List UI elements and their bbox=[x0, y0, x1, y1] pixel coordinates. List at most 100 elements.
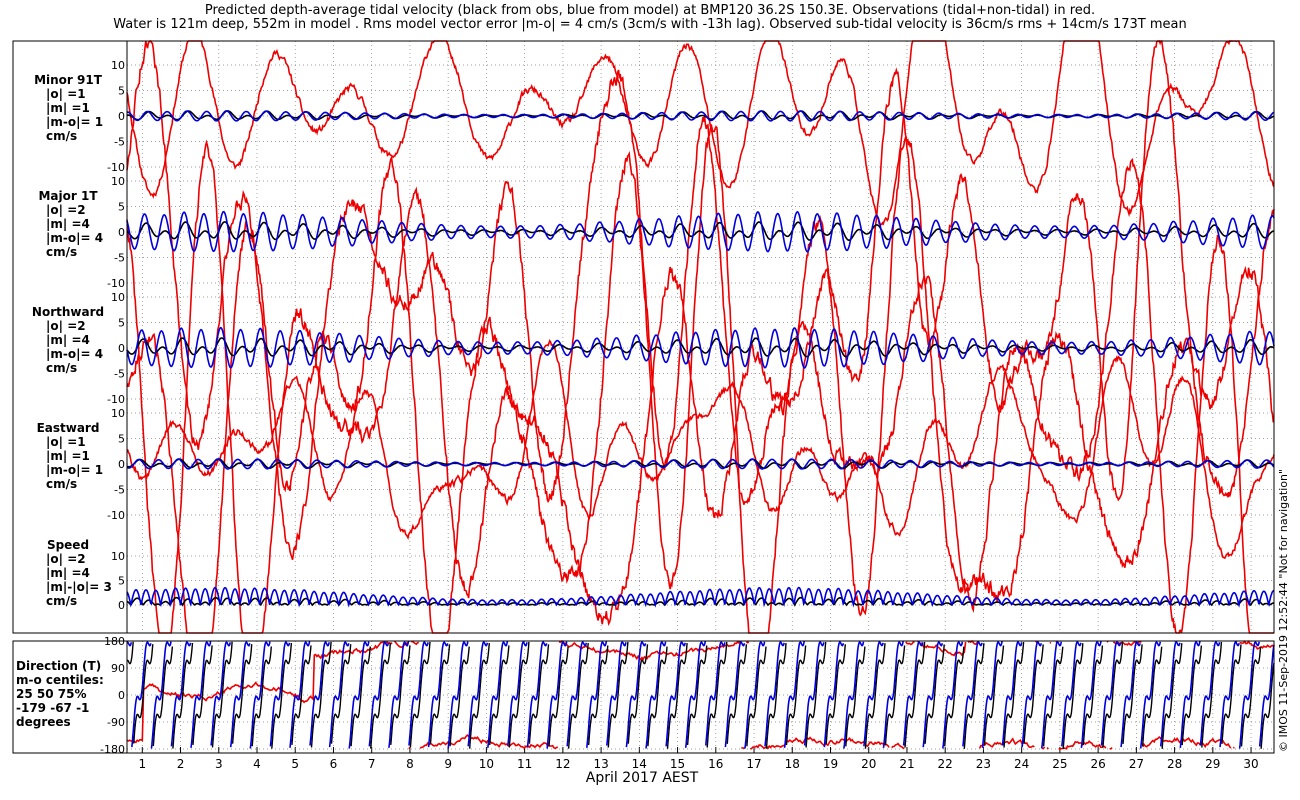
direction-panel-label: -179 -67 -1 bbox=[16, 701, 89, 715]
x-tick-label: 6 bbox=[330, 757, 338, 771]
observations-line-major bbox=[126, 39, 1275, 560]
y-tick-label: -5 bbox=[114, 136, 125, 149]
panel-label-speed: |o| =2 bbox=[46, 552, 86, 566]
y-tick-label: -5 bbox=[114, 368, 125, 381]
panel-label-minor: |m| =1 bbox=[46, 101, 90, 115]
panel-label-eastward: |o| =1 bbox=[46, 435, 86, 449]
x-tick-label: 29 bbox=[1205, 757, 1220, 771]
x-tick-label: 15 bbox=[670, 757, 685, 771]
model-tidal-line-speed bbox=[126, 586, 1274, 608]
y-tick-label: -5 bbox=[114, 252, 125, 265]
x-tick-label: 2 bbox=[177, 757, 185, 771]
y-tick-label: 5 bbox=[118, 201, 125, 214]
chart-title-line-1: Predicted depth-average tidal velocity (… bbox=[204, 3, 1096, 18]
y-tick-label: 10 bbox=[111, 407, 125, 420]
label-layer: 1 2 3 4 5 6 7 8 9 10 11 12 13 14 15 16 17 18 19 20 21 22 23 24 2… bbox=[16, 59, 1259, 771]
direction-y-tick-label: -180 bbox=[100, 743, 125, 756]
x-tick-label: 8 bbox=[406, 757, 414, 771]
x-tick-label: 9 bbox=[444, 757, 452, 771]
y-tick-label: 0 bbox=[118, 342, 125, 355]
panel-label-minor: Minor 91T bbox=[34, 73, 103, 87]
model-tidal-line-northward bbox=[126, 326, 1275, 369]
x-tick-label: 21 bbox=[899, 757, 914, 771]
x-tick-label: 14 bbox=[632, 757, 647, 771]
model-tidal-layer bbox=[126, 110, 1275, 749]
panel-label-minor: |o| =1 bbox=[46, 87, 86, 101]
direction-y-tick-label: 0 bbox=[118, 689, 125, 702]
y-tick-label: 0 bbox=[118, 599, 125, 612]
y-tick-label: 0 bbox=[118, 458, 125, 471]
y-tick-label: 10 bbox=[111, 550, 125, 563]
obs-tidal-direction-line bbox=[126, 641, 1275, 749]
y-tick-label: -5 bbox=[114, 484, 125, 497]
x-tick-label: 27 bbox=[1129, 757, 1144, 771]
x-tick-label: 28 bbox=[1167, 757, 1182, 771]
x-tick-label: 18 bbox=[785, 757, 800, 771]
x-tick-label: 16 bbox=[708, 757, 723, 771]
direction-panel-label: 25 50 75% bbox=[16, 687, 86, 701]
x-tick-label: 7 bbox=[368, 757, 376, 771]
y-tick-label: 5 bbox=[118, 575, 125, 588]
x-tick-label: 1 bbox=[138, 757, 146, 771]
direction-panel-label: m-o centiles: bbox=[16, 673, 104, 687]
model-tidal-line-major bbox=[126, 210, 1275, 253]
x-tick-label: 20 bbox=[861, 757, 876, 771]
direction-label-box bbox=[12, 640, 128, 754]
y-tick-label: -10 bbox=[107, 161, 125, 174]
panel-label-northward: |o| =2 bbox=[46, 319, 86, 333]
panel-label-major: |o| =2 bbox=[46, 203, 86, 217]
x-tick-label: 4 bbox=[253, 757, 261, 771]
x-tick-label: 25 bbox=[1052, 757, 1067, 771]
x-tick-label: 19 bbox=[823, 757, 838, 771]
panel-label-eastward: cm/s bbox=[46, 477, 77, 491]
y-tick-label: -10 bbox=[107, 277, 125, 290]
copyright-note: © IMOS 11-Sep-2019 12:52:44 "Not for nav… bbox=[1277, 469, 1290, 752]
panel-label-minor: |m-o|= 1 bbox=[46, 115, 103, 129]
y-tick-label: 10 bbox=[111, 175, 125, 188]
x-tick-label: 12 bbox=[555, 757, 570, 771]
y-tick-label: 10 bbox=[111, 59, 125, 72]
axes-layer bbox=[12, 40, 1275, 754]
x-axis-label: April 2017 AEST bbox=[586, 770, 699, 786]
direction-y-tick-label: 90 bbox=[111, 662, 125, 675]
direction-y-tick-label: -90 bbox=[107, 716, 125, 729]
y-tick-label: -10 bbox=[107, 393, 125, 406]
panel-label-speed: |m| =4 bbox=[46, 566, 90, 580]
x-tick-label: 5 bbox=[291, 757, 299, 771]
observations-line-speed bbox=[126, 136, 1275, 634]
observations-line-minor bbox=[126, 40, 1275, 226]
panel-label-northward: cm/s bbox=[46, 361, 77, 375]
panel-label-minor: cm/s bbox=[46, 129, 77, 143]
x-tick-label: 24 bbox=[1014, 757, 1029, 771]
panel-label-speed: |m|-|o|= 3 bbox=[46, 580, 112, 594]
y-tick-label: 10 bbox=[111, 291, 125, 304]
upper-axes-frame bbox=[126, 40, 1275, 634]
panel-label-eastward: |m| =1 bbox=[46, 449, 90, 463]
y-tick-label: 5 bbox=[118, 433, 125, 446]
panel-label-major: cm/s bbox=[46, 245, 77, 259]
panel-label-eastward: |m-o|= 1 bbox=[46, 463, 103, 477]
panel-label-major: |m-o|= 4 bbox=[46, 231, 103, 245]
x-tick-label: 22 bbox=[938, 757, 953, 771]
model-tidal-direction-line bbox=[126, 640, 1275, 749]
panel-label-speed: Speed bbox=[47, 538, 89, 552]
panel-label-speed: cm/s bbox=[46, 594, 77, 608]
y-tick-label: 0 bbox=[118, 110, 125, 123]
direction-panel-label: degrees bbox=[16, 715, 71, 729]
upper-label-box bbox=[12, 40, 128, 634]
x-tick-label: 13 bbox=[593, 757, 608, 771]
panel-label-northward: Northward bbox=[32, 305, 104, 319]
x-tick-label: 11 bbox=[517, 757, 532, 771]
panel-label-northward: |m-o|= 4 bbox=[46, 347, 103, 361]
y-tick-label: 0 bbox=[118, 226, 125, 239]
x-tick-label: 26 bbox=[1090, 757, 1105, 771]
model-tidal-line-eastward bbox=[126, 458, 1275, 470]
x-tick-label: 17 bbox=[746, 757, 761, 771]
x-tick-label: 10 bbox=[479, 757, 494, 771]
obs-tidal-line-major bbox=[126, 221, 1275, 242]
panel-label-major: Major 1T bbox=[38, 189, 98, 203]
panel-label-major: |m| =4 bbox=[46, 217, 90, 231]
y-tick-label: -10 bbox=[107, 509, 125, 522]
